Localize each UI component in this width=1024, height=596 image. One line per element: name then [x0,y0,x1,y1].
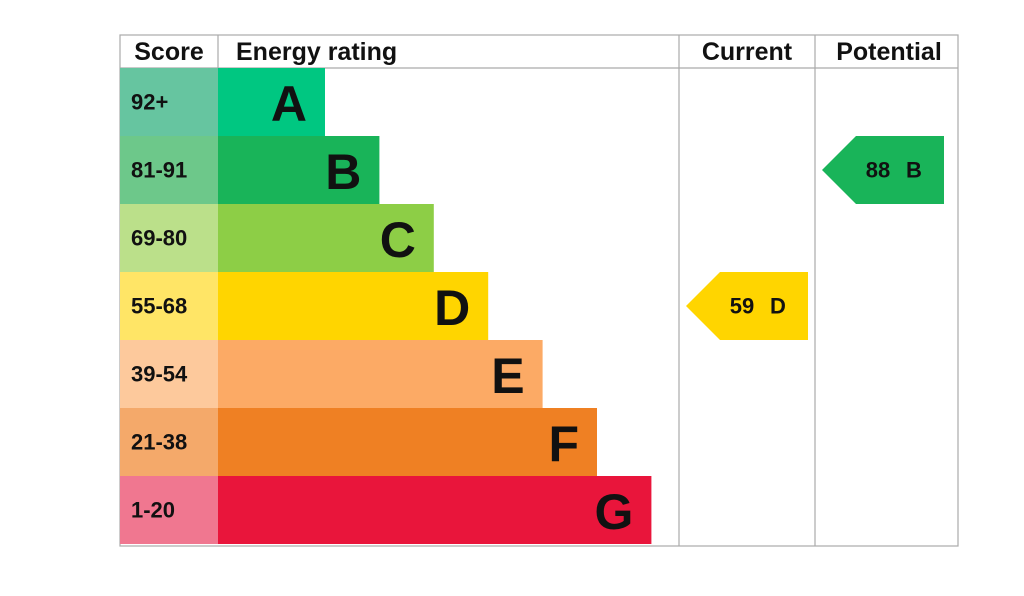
score-label: 21-38 [131,430,187,455]
score-cell [120,476,218,544]
score-label: 39-54 [131,362,188,387]
potential-score: 88 [866,158,890,183]
score-cell [120,68,218,136]
header-rating: Energy rating [236,38,397,66]
rating-bar [218,68,325,136]
current-letter: D [770,294,786,319]
band-letter: G [594,484,633,540]
score-label: 1-20 [131,498,175,523]
score-label: 92+ [131,90,168,115]
band-letter: C [380,212,416,268]
band-letter: B [325,144,361,200]
rating-bar [218,204,434,272]
band-letter: A [271,76,307,132]
rating-bar [218,408,597,476]
score-label: 81-91 [131,158,187,183]
current-arrow [686,272,808,340]
rating-bar [218,476,652,544]
rating-bar [218,272,489,340]
score-cell [120,272,218,340]
score-cell [120,204,218,272]
score-cell [120,340,218,408]
header-potential: Potential [836,38,942,66]
header-current: Current [702,38,793,66]
score-label: 69-80 [131,226,187,251]
potential-letter: B [906,158,922,183]
band-letter: E [491,348,524,404]
current-score: 59 [730,294,754,319]
score-label: 55-68 [131,294,187,319]
score-cell [120,136,218,204]
score-cell [120,408,218,476]
rating-bar [218,136,380,204]
potential-arrow [822,136,944,204]
header-score: Score [134,38,204,66]
rating-bar [218,340,543,408]
band-letter: D [434,280,470,336]
band-letter: F [548,416,579,472]
